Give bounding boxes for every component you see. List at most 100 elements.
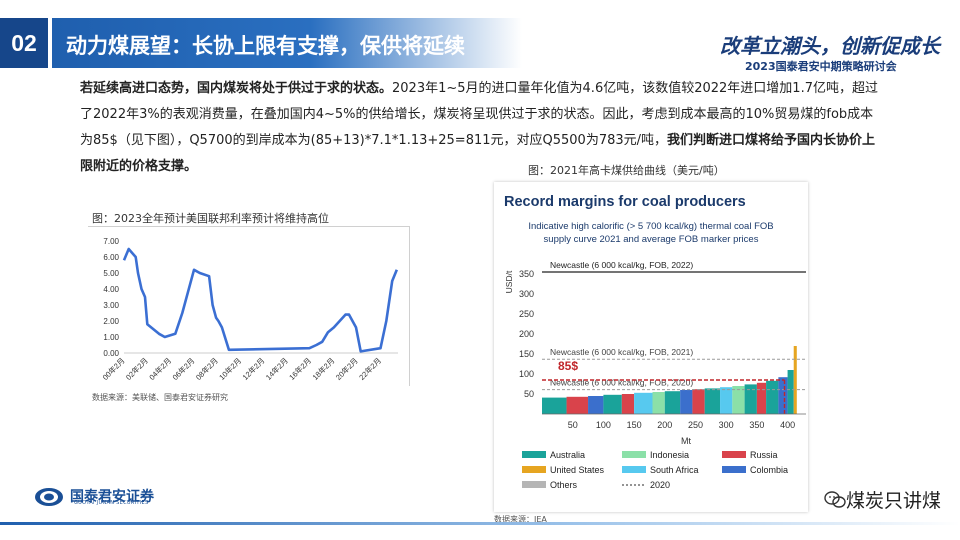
fed-rate-chart-frame: 7.00 6.00 5.00 4.00 3.00 2.00 1.00 0.00 00年2月 02年… <box>88 226 410 386</box>
x-tick-label: 12年2月 <box>240 355 267 382</box>
slide-title: 动力煤展望：长协上限有支撑，保供将延续 <box>66 34 465 58</box>
wechat-account-name: 煤炭只讲煤 <box>846 490 942 512</box>
supply-bar-russia <box>756 382 767 414</box>
x-tick-label: 250 <box>688 420 703 430</box>
fed-rate-source: 数据来源：美联储、国泰君安证券研究 <box>92 393 228 402</box>
legend-label-united-states: United States <box>550 465 605 475</box>
wechat-icon <box>824 490 846 508</box>
y-tick-label: 5.00 <box>103 269 119 278</box>
paragraph-body: 2023年1~5月的进口量年化值为4.6亿吨，该数值较2022年进口增加1.7亿… <box>80 81 878 148</box>
legend-label-2020: 2020 <box>650 480 670 490</box>
y-tick-label: 3.00 <box>103 301 119 310</box>
marker-price-label: Newcastle (6 000 kcal/kg, FOB, 2022) <box>550 260 693 270</box>
supply-bar-russia <box>692 389 705 414</box>
x-tick-label: 16年2月 <box>287 355 314 382</box>
y-tick-label: 150 <box>519 349 534 359</box>
supply-bar-australia <box>704 388 721 414</box>
company-name: 国泰君安证券 <box>70 489 154 505</box>
y-tick-label: 2.00 <box>103 317 119 326</box>
company-name-en: GUOTAI JUNAN SECURITIES <box>74 500 149 506</box>
supply-bar-australia <box>744 384 757 414</box>
x-axis-label: Mt <box>681 436 691 446</box>
x-tick-label: 400 <box>780 420 795 430</box>
legend-swatch-united-states <box>522 466 546 473</box>
conference-name: 2023国泰君安中期策略研讨会 <box>745 60 897 73</box>
legend-swatch-colombia <box>722 466 746 473</box>
supply-curve-chart: Record margins for coal producers Indicat… <box>504 194 806 490</box>
x-tick-label: 00年2月 <box>100 355 127 382</box>
x-tick-label: 100 <box>596 420 611 430</box>
supply-chart-subtitle: Indicative high calorific (> 5 700 kcal/… <box>528 221 773 232</box>
supply-bar-indonesia <box>652 392 665 414</box>
x-tick-label: 04年2月 <box>147 355 174 382</box>
x-tick-label: 22年2月 <box>357 355 384 382</box>
legend-label-colombia: Colombia <box>750 465 788 475</box>
legend-label-australia: Australia <box>550 450 585 460</box>
y-tick-label: 250 <box>519 309 534 319</box>
supply-bar-indonesia <box>732 386 745 414</box>
legend-label-russia: Russia <box>750 450 778 460</box>
legend-swatch-australia <box>522 451 546 458</box>
y-tick-label: 7.00 <box>103 237 119 246</box>
supply-bar-south-africa <box>720 387 733 414</box>
legend-swatch-indonesia <box>622 451 646 458</box>
fed-rate-chart: 7.00 6.00 5.00 4.00 3.00 2.00 1.00 0.0000年2月02年… <box>100 237 399 382</box>
legend-swatch-others <box>522 481 546 488</box>
wechat-watermark: 煤炭只讲煤 <box>824 486 941 513</box>
supply-bar-australia <box>766 380 779 414</box>
section-number: 02 <box>0 18 48 68</box>
footer-rule <box>0 522 960 525</box>
supply-curve-panel: Record margins for coal producers Indicat… <box>494 182 808 512</box>
supply-bar-colombia <box>588 396 604 414</box>
slide-header: 02 动力煤展望：长协上限有支撑，保供将延续 改革立潮头，创新促成长 2023国… <box>0 18 960 73</box>
x-tick-label: 02年2月 <box>123 355 150 382</box>
supply-curve-source: 数据来源：IEA <box>494 515 547 524</box>
x-tick-label: 14年2月 <box>263 355 290 382</box>
y-tick-label: 100 <box>519 369 534 379</box>
supply-bar-australia <box>664 391 681 414</box>
conference-slogan: 改革立潮头，创新促成长 <box>720 34 940 58</box>
supply-bar-united-states <box>793 346 797 414</box>
legend-label-others: Others <box>550 480 578 490</box>
x-tick-label: 150 <box>627 420 642 430</box>
y-tick-label: 1.00 <box>103 333 119 342</box>
supply-bar-russia <box>621 394 635 414</box>
paragraph-lead: 若延续高进口态势，国内煤炭将处于供过于求的状态。 <box>80 81 393 96</box>
legend-swatch-russia <box>722 451 746 458</box>
supply-bar-australia <box>542 397 567 414</box>
supply-bar-colombia <box>680 390 693 414</box>
y-tick-label: 4.00 <box>103 285 119 294</box>
y-axis-label: USD/t <box>504 270 514 293</box>
title-bar <box>52 18 522 68</box>
x-tick-label: 350 <box>749 420 764 430</box>
supply-curve-caption: 图：2021年高卡煤供给曲线（美元/吨） <box>528 164 725 177</box>
company-logo-icon <box>35 488 63 506</box>
y-tick-label: 6.00 <box>103 253 119 262</box>
y-tick-label: 50 <box>524 389 534 399</box>
x-tick-label: 200 <box>657 420 672 430</box>
y-tick-label: 200 <box>519 329 534 339</box>
x-tick-label: 06年2月 <box>170 355 197 382</box>
supply-chart-title: Record margins for coal producers <box>504 194 746 210</box>
marker-price-label: Newcastle (6 000 kcal/kg, FOB, 2021) <box>550 347 693 357</box>
fed-rate-chart-caption: 图：2023全年预计美国联邦利率预计将维持高位 <box>92 212 329 225</box>
x-tick-label: 08年2月 <box>193 355 220 382</box>
x-tick-label: 20年2月 <box>333 355 360 382</box>
y-tick-label: 350 <box>519 269 534 279</box>
fed-rate-series-line <box>122 247 399 353</box>
company-logo: 国泰君安证券 GUOTAI JUNAN SECURITIES <box>34 486 154 508</box>
legend-label-indonesia: Indonesia <box>650 450 689 460</box>
supply-bar-australia <box>787 370 794 414</box>
x-tick-label: 10年2月 <box>217 355 244 382</box>
marker-price-label: Newcastle (6 000 kcal/kg, FOB, 2020) <box>550 378 693 388</box>
supply-bar-russia <box>566 396 589 414</box>
legend-label-south-africa: South Africa <box>650 465 699 475</box>
x-tick-label: 50 <box>568 420 578 430</box>
cost-85-label: 85$ <box>558 359 578 373</box>
supply-chart-subtitle: supply curve 2021 and average FOB marker… <box>544 234 759 245</box>
x-tick-label: 300 <box>719 420 734 430</box>
paragraph-conclusion: 我们判断进口煤将给予国内长协价上限附近的价格支撑。 <box>80 133 876 174</box>
supply-bar-south-africa <box>634 392 653 414</box>
x-tick-label: 18年2月 <box>310 355 337 382</box>
y-tick-label: 0.00 <box>103 349 119 358</box>
